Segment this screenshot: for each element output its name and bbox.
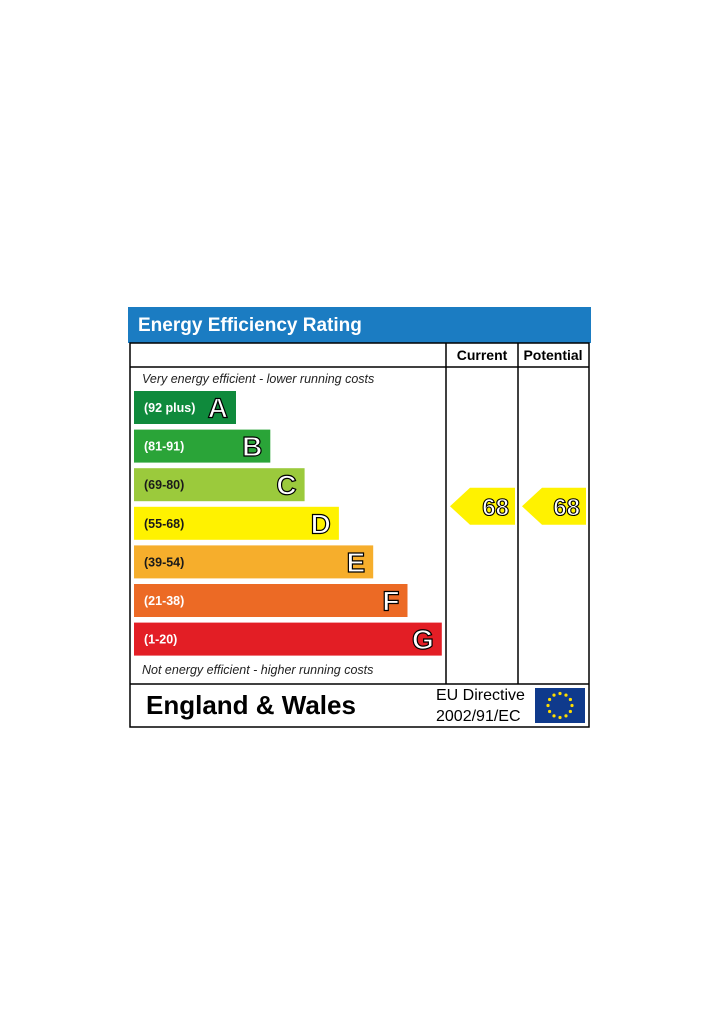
band-letter-b: B — [242, 431, 262, 462]
band-letter-e: E — [347, 547, 366, 578]
band-bar-g — [134, 622, 442, 656]
region-label: England & Wales — [146, 690, 356, 720]
rating-bands: (92 plus) A (81-91) B (69-80) C (55-68) D (39-54… — [134, 391, 442, 656]
band-range-e: (39-54) — [144, 555, 184, 569]
band-range-d: (55-68) — [144, 517, 184, 531]
band-range-c: (69-80) — [144, 478, 184, 492]
directive-line-1: EU Directive — [436, 687, 525, 704]
band-bar-e — [134, 545, 374, 579]
chart-title: Energy Efficiency Rating — [138, 315, 362, 336]
bottom-efficiency-note: Not energy efficient - higher running co… — [142, 663, 373, 677]
band-letter-c: C — [276, 470, 296, 501]
band-bar-b — [134, 429, 271, 463]
band-bar-c — [134, 468, 305, 502]
band-letter-g: G — [412, 624, 434, 655]
rating-indicators: 68 68 — [450, 487, 586, 525]
chart-header-bar — [128, 307, 591, 343]
band-letter-f: F — [382, 586, 399, 617]
indicator-value-current: 68 — [482, 494, 509, 521]
band-range-f: (21-38) — [144, 594, 184, 608]
band-bar-d — [134, 506, 339, 540]
band-letter-d: D — [311, 508, 331, 539]
band-range-a: (92 plus) — [144, 401, 195, 415]
top-efficiency-note: Very energy efficient - lower running co… — [142, 372, 374, 386]
indicator-value-potential: 68 — [553, 494, 580, 521]
indicator-arrow-potential — [522, 487, 586, 525]
potential-column-header: Potential — [523, 347, 582, 363]
band-letter-a: A — [208, 393, 228, 424]
band-bar-a — [134, 391, 236, 424]
indicator-arrow-current — [450, 487, 515, 525]
chart-frame — [129, 342, 590, 728]
eu-flag-icon — [535, 688, 585, 723]
band-range-b: (81-91) — [144, 440, 184, 454]
current-column-header: Current — [457, 347, 508, 363]
directive-line-2: 2002/91/EC — [436, 708, 521, 725]
band-range-g: (1-20) — [144, 633, 177, 647]
band-bar-f — [134, 584, 408, 617]
